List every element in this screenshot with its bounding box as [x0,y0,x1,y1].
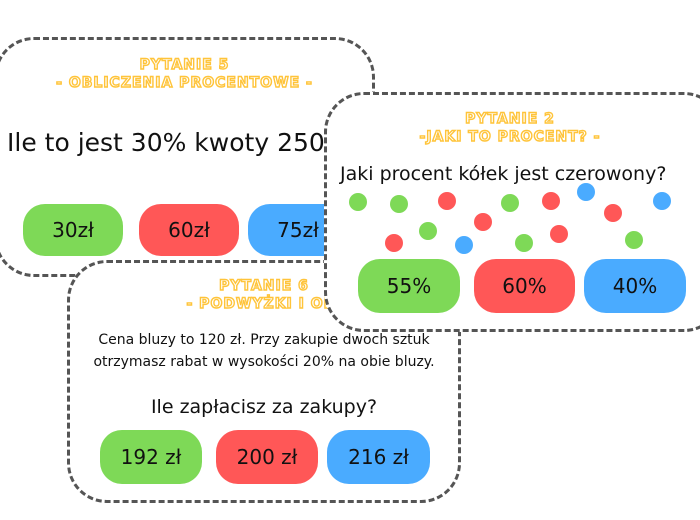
red-circle [604,204,622,222]
question-card-6: PYTANIE 6 - PODWYŻKI I OBI Cena bluzy to… [67,260,461,503]
card-6-question: Ile zapłacisz za zakupy? [150,396,378,418]
answer-button-60[interactable]: 60% [474,259,575,313]
card-6-title-line1: PYTANIE 6 [218,277,309,294]
card-2-title: PYTANIE 2 -JAKI TO PROCENT? - [327,110,693,146]
card-2-title-line2: -JAKI TO PROCENT? - [419,128,601,145]
red-circle [550,225,568,243]
card-5-title: PYTANIE 5 - OBLICZENIA PROCENTOWE - [0,56,372,92]
card-6-title-line2: - PODWYŻKI I OBI [186,295,342,312]
green-circle [501,194,519,212]
blue-circle [455,236,473,254]
answer-button-55[interactable]: 55% [358,259,460,313]
green-circle [419,222,437,240]
card-5-title-line1: PYTANIE 5 [139,56,230,73]
green-circle [390,195,408,213]
card-2-question: Jaki procent kółek jest czerowony? [340,163,667,185]
blue-circle [577,183,595,201]
card-6-text-line2: otrzymasz rabat w wysokości 20% na obie … [93,354,435,370]
card-6-text-line1: Cena bluzy to 120 zł. Przy zakupie dwoch… [98,332,430,348]
answer-button-192zl[interactable]: 192 zł [100,430,202,484]
answer-button-216zl[interactable]: 216 zł [327,430,430,484]
answer-button-60zl[interactable]: 60zł [139,204,239,256]
green-circle [349,193,367,211]
answer-button-30zl[interactable]: 30zł [23,204,123,256]
blue-circle [653,192,671,210]
card-6-description: Cena bluzy to 120 zł. Przy zakupie dwoch… [70,329,458,373]
red-circle [542,192,560,210]
answer-button-200zl[interactable]: 200 zł [216,430,318,484]
answer-button-40[interactable]: 40% [584,259,686,313]
card-6-title: PYTANIE 6 - PODWYŻKI I OBI [70,277,458,313]
red-circle [438,192,456,210]
red-circle [385,234,403,252]
question-card-2: PYTANIE 2 -JAKI TO PROCENT? - Jaki proce… [324,92,700,332]
card-5-question: Ile to jest 30% kwoty 250 [7,128,325,157]
card-2-title-line1: PYTANIE 2 [464,110,555,127]
green-circle [625,231,643,249]
green-circle [515,234,533,252]
red-circle [474,213,492,231]
card-5-title-line2: - OBLICZENIA PROCENTOWE - [55,74,313,91]
question-card-5: PYTANIE 5 - OBLICZENIA PROCENTOWE - Ile … [0,37,375,277]
